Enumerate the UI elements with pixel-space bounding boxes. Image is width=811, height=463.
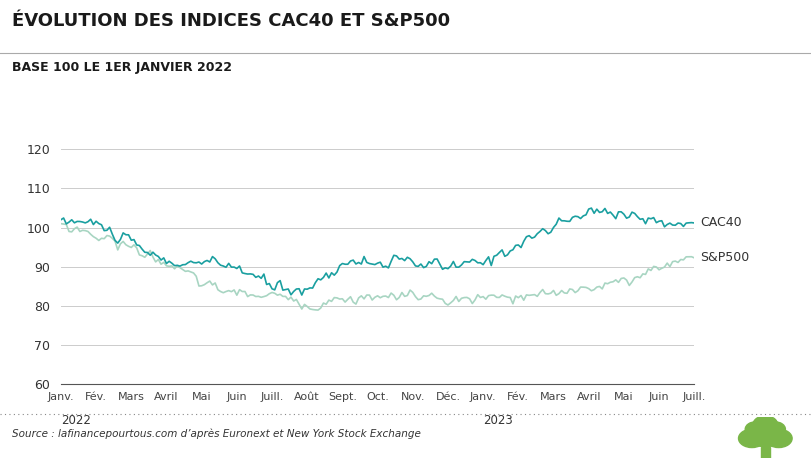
Text: 2023: 2023 <box>483 414 513 427</box>
Text: CAC40: CAC40 <box>700 217 741 230</box>
Circle shape <box>764 429 792 448</box>
Text: 2022: 2022 <box>61 414 91 427</box>
Text: S&P500: S&P500 <box>700 251 749 264</box>
Text: BASE 100 LE 1ER JANVIER 2022: BASE 100 LE 1ER JANVIER 2022 <box>12 61 232 74</box>
Text: ÉVOLUTION DES INDICES CAC40 ET S&P500: ÉVOLUTION DES INDICES CAC40 ET S&P500 <box>12 12 450 30</box>
Circle shape <box>753 416 777 432</box>
Bar <box>760 447 769 458</box>
Circle shape <box>738 429 765 448</box>
Circle shape <box>745 420 783 447</box>
Circle shape <box>762 422 784 437</box>
Text: Source : lafinancepourtous.com d’après Euronext et New York Stock Exchange: Source : lafinancepourtous.com d’après E… <box>12 428 421 439</box>
Circle shape <box>744 422 766 437</box>
